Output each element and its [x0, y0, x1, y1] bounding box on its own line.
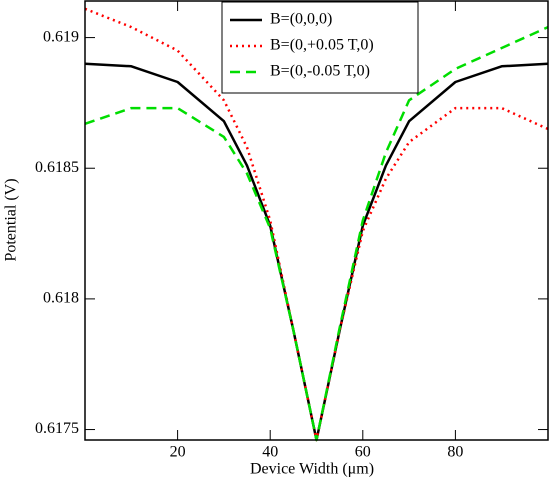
y-tick-label: 0.6175	[35, 420, 79, 437]
plot-frame	[84, 0, 549, 441]
x-tick-label: 80	[447, 444, 463, 461]
y-tick-label: 0.6185	[35, 159, 79, 176]
x-tick-label: 60	[355, 444, 371, 461]
x-axis-label: Device Width (μm)	[250, 461, 374, 478]
legend-label: B=(0,-0.05 T,0)	[270, 63, 370, 80]
legend-box	[221, 1, 419, 94]
y-tick-label: 0.619	[43, 28, 79, 45]
y-tick-label: 0.618	[43, 290, 79, 307]
x-tick-label: 20	[170, 444, 186, 461]
legend-label: B=(0,+0.05 T,0)	[270, 37, 374, 54]
series-line	[84, 62, 549, 442]
y-axis-label: Potential (V)	[3, 178, 20, 261]
legend-label: B=(0,0,0)	[270, 11, 332, 28]
x-tick-label: 40	[262, 444, 278, 461]
